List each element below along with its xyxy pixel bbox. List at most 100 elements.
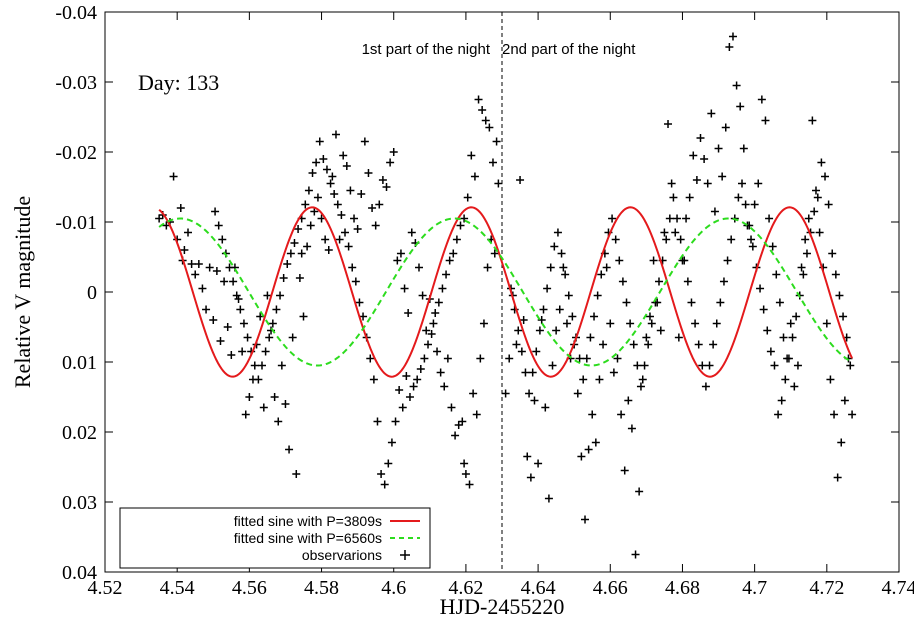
observation-point <box>398 403 407 412</box>
observation-point <box>626 319 635 328</box>
observation-point <box>727 235 736 244</box>
observation-point <box>212 267 221 275</box>
observation-point <box>469 389 478 398</box>
observation-point <box>707 109 716 118</box>
observation-point <box>294 225 303 233</box>
observation-point <box>303 242 312 251</box>
observation-point <box>409 382 418 391</box>
observation-point <box>784 354 793 363</box>
observation-point <box>817 158 826 167</box>
observation-point <box>602 263 611 272</box>
observation-point <box>833 473 842 482</box>
observation-point <box>732 81 741 90</box>
observation-point <box>259 403 268 412</box>
observation-point <box>434 298 443 307</box>
observation-point <box>339 151 348 160</box>
observation-point <box>283 260 292 268</box>
observation-point <box>642 333 651 342</box>
observation-point <box>431 309 440 317</box>
observation-point <box>761 116 770 125</box>
observation-point <box>523 452 532 461</box>
observation-point <box>636 382 645 391</box>
observation-point <box>389 148 398 156</box>
observation-point <box>644 340 653 349</box>
observation-point <box>521 368 530 377</box>
observation-point <box>295 274 304 282</box>
observation-point <box>654 277 663 286</box>
observation-point <box>716 298 725 307</box>
observation-point <box>209 316 218 324</box>
observation-point <box>490 249 499 258</box>
observation-point <box>815 228 824 237</box>
observation-point <box>714 144 723 153</box>
observation-point <box>741 200 750 209</box>
observation-point <box>597 270 606 279</box>
observation-point <box>801 235 810 244</box>
observation-point <box>270 393 279 401</box>
annotation-day: Day: 133 <box>138 70 219 95</box>
observation-point <box>573 389 582 398</box>
observation-point <box>689 151 698 160</box>
observation-point <box>239 319 248 328</box>
observation-point <box>736 102 745 111</box>
x-tick-label: 4.62 <box>448 577 483 599</box>
annotation-second-part: 2nd part of the night <box>502 41 636 58</box>
observation-point <box>424 340 433 349</box>
observation-point <box>479 319 488 328</box>
observation-point <box>357 190 366 198</box>
observation-point <box>694 340 703 349</box>
x-tick-label: 4.52 <box>88 577 123 599</box>
observation-point <box>615 256 624 265</box>
observation-point <box>373 417 382 426</box>
observation-point <box>180 246 189 254</box>
observation-point <box>306 221 315 230</box>
observation-point <box>341 228 350 237</box>
observation-point <box>387 438 396 447</box>
observation-point <box>225 263 234 272</box>
observation-point <box>187 260 196 268</box>
observation-point <box>232 291 241 300</box>
observation-point <box>461 470 470 478</box>
observation-point <box>378 176 387 184</box>
observation-point <box>422 326 431 335</box>
observation-point <box>590 312 599 321</box>
legend-label-p6560: fitted sine with P=6560s <box>234 530 382 546</box>
observation-point <box>748 242 757 251</box>
observation-point <box>723 256 732 265</box>
observation-point <box>813 193 822 202</box>
observation-point <box>241 410 250 419</box>
observation-point <box>335 235 344 244</box>
observation-point <box>440 382 449 391</box>
y-axis-title: Relative V magnitude <box>10 196 35 388</box>
observation-point <box>452 235 461 244</box>
observation-point <box>793 361 802 370</box>
legend-swatch-observations <box>400 550 410 560</box>
y-tick-label: -0.04 <box>55 2 97 24</box>
x-tick-label: 4.74 <box>882 577 914 599</box>
observation-point <box>552 326 561 335</box>
observation-point <box>719 277 728 286</box>
observation-point <box>763 326 772 335</box>
observation-point <box>454 421 463 429</box>
observation-point <box>528 368 537 377</box>
observation-point <box>786 319 795 328</box>
observation-point <box>750 200 759 209</box>
x-tick-label: 4.7 <box>742 577 767 599</box>
observation-point <box>544 494 553 503</box>
observation-point <box>703 179 712 188</box>
observation-point <box>319 155 328 163</box>
observation-point <box>645 312 654 321</box>
observation-point <box>331 130 340 139</box>
observation-point <box>276 291 285 300</box>
observation-point <box>481 116 490 125</box>
observation-point <box>245 393 254 401</box>
observation-point <box>268 319 277 328</box>
observation-point <box>543 284 552 293</box>
observation-point <box>442 270 451 279</box>
observation-point <box>788 333 797 342</box>
observation-point <box>337 211 346 219</box>
observation-point <box>456 221 465 230</box>
observation-point <box>443 354 452 363</box>
observation-point <box>290 239 299 247</box>
observation-point <box>470 172 479 181</box>
